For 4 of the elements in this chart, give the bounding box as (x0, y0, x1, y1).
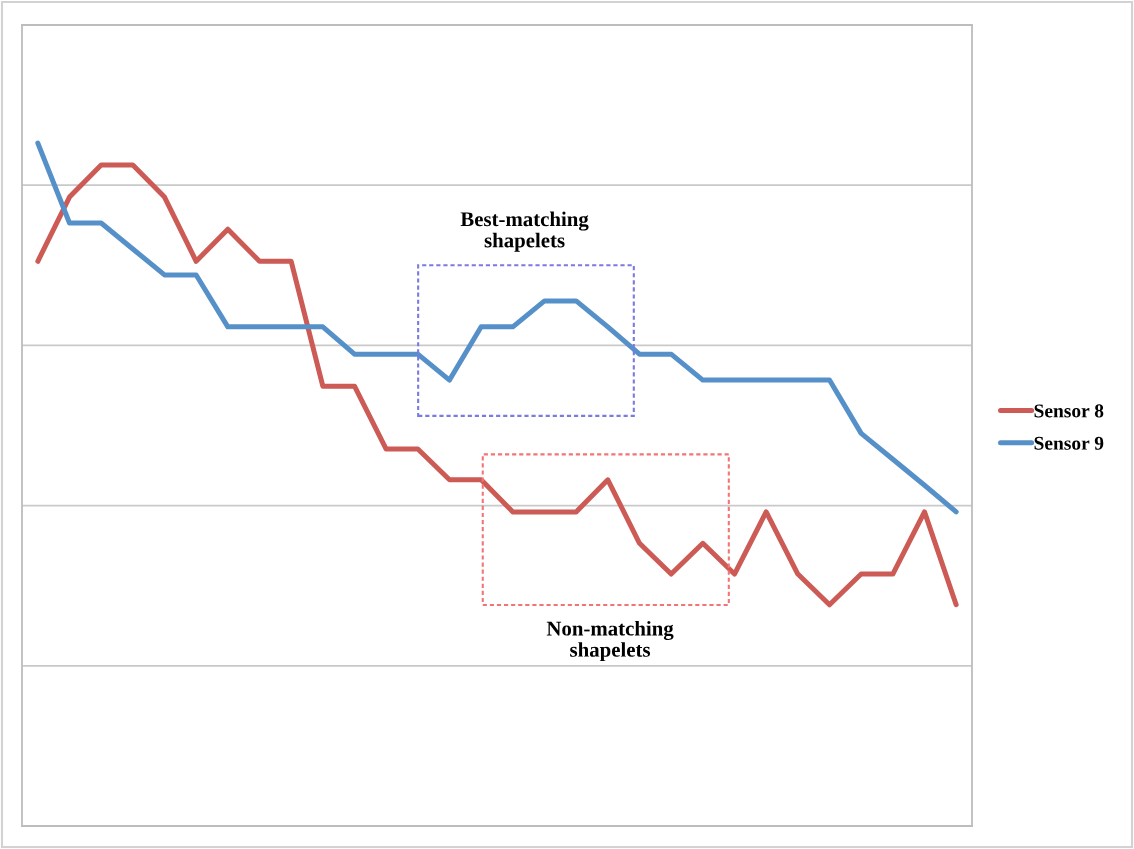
legend-label: Sensor 8 (1034, 404, 1104, 418)
annotation: Best-matching shapelets (460, 211, 589, 252)
annotation: Non-matching shapelets (546, 620, 674, 662)
legend-label: Sensor 9 (1034, 436, 1104, 450)
